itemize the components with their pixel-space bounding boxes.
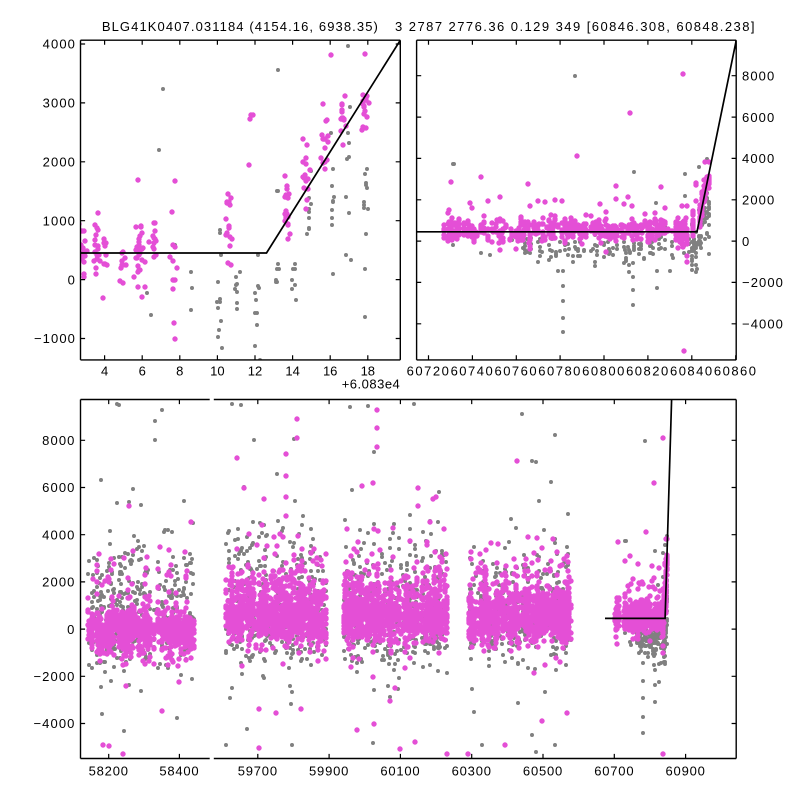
svg-text:60740: 60740 xyxy=(451,363,495,378)
svg-text:59900: 59900 xyxy=(309,763,349,778)
svg-text:14: 14 xyxy=(285,363,299,378)
svg-text:BLG41K0407.031184 (4154.16, 69: BLG41K0407.031184 (4154.16, 6938.35) xyxy=(102,19,379,34)
svg-text:60860: 60860 xyxy=(714,363,758,378)
svg-text:6000: 6000 xyxy=(42,480,75,495)
svg-text:6: 6 xyxy=(139,363,146,378)
svg-text:4000: 4000 xyxy=(42,527,75,542)
svg-text:−1000: −1000 xyxy=(34,331,76,346)
svg-text:59700: 59700 xyxy=(238,763,278,778)
svg-text:8000: 8000 xyxy=(742,68,775,83)
svg-text:6000: 6000 xyxy=(742,110,775,125)
svg-text:16: 16 xyxy=(323,363,337,378)
svg-text:−4000: −4000 xyxy=(742,317,784,332)
svg-text:0: 0 xyxy=(742,234,750,249)
svg-text:60900: 60900 xyxy=(666,763,706,778)
svg-text:60780: 60780 xyxy=(538,363,582,378)
svg-text:4000: 4000 xyxy=(43,37,76,52)
svg-text:60700: 60700 xyxy=(594,763,634,778)
svg-text:60500: 60500 xyxy=(523,763,563,778)
svg-text:60840: 60840 xyxy=(670,363,714,378)
svg-text:3000: 3000 xyxy=(43,96,76,111)
svg-text:1000: 1000 xyxy=(43,213,76,228)
svg-text:0: 0 xyxy=(67,622,75,637)
svg-text:3 2787 2776.36 0.129 349 [6084: 3 2787 2776.36 0.129 349 [60846.308, 608… xyxy=(395,19,756,34)
svg-text:0: 0 xyxy=(68,272,76,287)
svg-text:60100: 60100 xyxy=(380,763,420,778)
svg-text:58200: 58200 xyxy=(89,763,129,778)
svg-text:4000: 4000 xyxy=(742,151,775,166)
svg-text:60820: 60820 xyxy=(626,363,670,378)
svg-text:60300: 60300 xyxy=(452,763,492,778)
svg-text:8000: 8000 xyxy=(42,433,75,448)
svg-text:60760: 60760 xyxy=(494,363,538,378)
svg-text:−4000: −4000 xyxy=(33,716,75,731)
svg-text:−2000: −2000 xyxy=(33,669,75,684)
svg-text:2000: 2000 xyxy=(43,155,76,170)
svg-text:2000: 2000 xyxy=(42,575,75,590)
svg-text:2000: 2000 xyxy=(742,192,775,207)
svg-text:−2000: −2000 xyxy=(742,275,784,290)
svg-text:60720: 60720 xyxy=(407,363,451,378)
svg-text:12: 12 xyxy=(248,363,262,378)
svg-text:+6.083e4: +6.083e4 xyxy=(342,376,401,391)
svg-text:60800: 60800 xyxy=(582,363,626,378)
svg-text:8: 8 xyxy=(176,363,183,378)
svg-text:58400: 58400 xyxy=(159,763,199,778)
svg-text:10: 10 xyxy=(210,363,224,378)
svg-text:4: 4 xyxy=(101,363,108,378)
svg-text:18: 18 xyxy=(361,363,375,378)
